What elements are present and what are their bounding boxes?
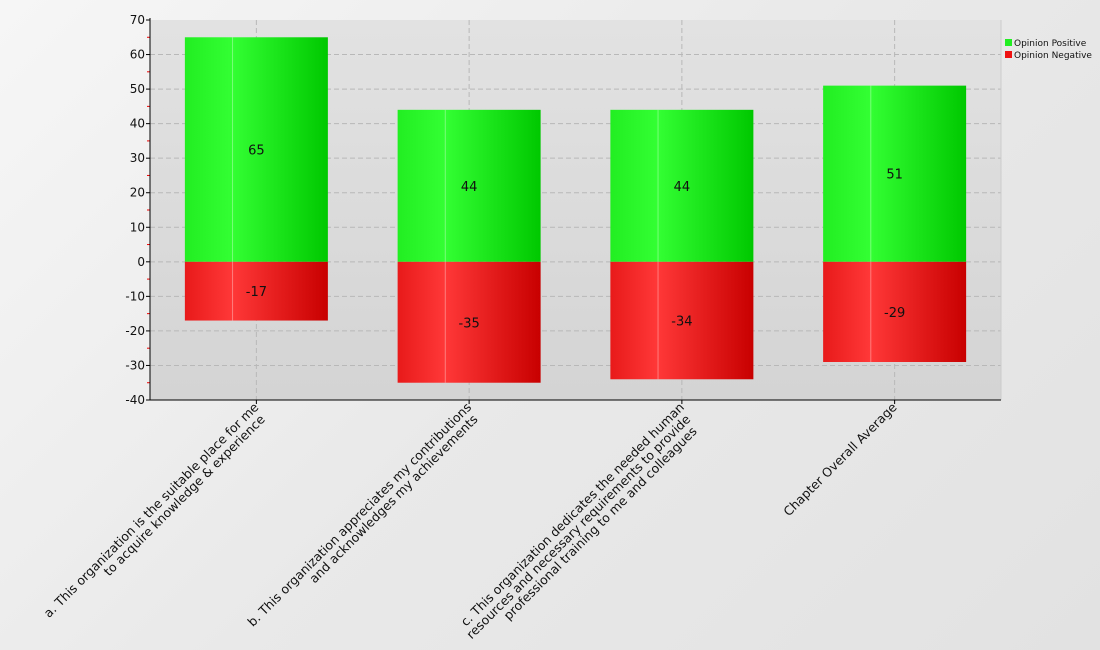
data-label: 44 — [461, 180, 478, 195]
data-label: 44 — [674, 180, 691, 195]
bar-negative — [397, 261, 541, 383]
legend-label: Opinion Negative — [1014, 51, 1092, 61]
y-tick-label: 60 — [130, 48, 145, 62]
y-tick-label: 30 — [130, 151, 145, 165]
bar-negative — [610, 261, 754, 380]
y-tick-label: 20 — [130, 186, 145, 200]
y-tick-label: -20 — [125, 324, 145, 338]
data-label: -34 — [671, 315, 692, 330]
data-label: -35 — [459, 316, 480, 331]
legend: Opinion Positive Opinion Negative — [1005, 39, 1092, 61]
x-tick-label-line: b. This organization appreciates my cont… — [244, 400, 474, 630]
bar-negative — [823, 261, 967, 362]
x-tick-label: a. This organization is the suitable pla… — [41, 399, 271, 629]
x-tick-label-line: Chapter Overall Average — [780, 399, 900, 519]
x-tick-label: b. This organization appreciates my cont… — [244, 400, 483, 639]
data-label: -29 — [884, 306, 905, 321]
y-tick-label: 70 — [130, 13, 145, 27]
legend-label: Opinion Positive — [1014, 39, 1087, 49]
data-label: 65 — [248, 144, 265, 159]
x-tick-label: c. This organization dedicates the neede… — [454, 400, 705, 650]
x-tick-label-line: a. This organization is the suitable pla… — [41, 399, 262, 620]
x-tick-label-line: professional training to me and colleagu… — [500, 424, 699, 623]
y-tick-label: 0 — [137, 255, 145, 269]
y-tick-label: -40 — [125, 393, 145, 407]
y-tick-label: 50 — [130, 82, 145, 96]
y-tick-label: 40 — [130, 117, 145, 131]
data-label: 51 — [886, 168, 903, 183]
x-tick-label: Chapter Overall Average — [780, 399, 900, 519]
y-tick-label: 10 — [130, 220, 145, 234]
x-tick-label-line: c. This organization dedicates the neede… — [457, 400, 687, 630]
x-tick-label-line: to acquire knowledge & experience — [101, 411, 269, 579]
y-tick-label: -10 — [125, 289, 145, 303]
legend-swatch — [1005, 51, 1012, 58]
x-tick-label-line: resources and necessary requirements to … — [463, 411, 693, 641]
legend-swatch — [1005, 39, 1012, 46]
bar-positive — [610, 109, 754, 262]
y-tick-label: -30 — [125, 358, 145, 372]
bar-positive — [184, 37, 328, 262]
x-tick-label-line: and acknowledges my achievements — [306, 412, 480, 586]
bar-positive — [823, 85, 967, 262]
bar-positive — [397, 109, 541, 262]
data-label: -17 — [246, 285, 267, 300]
bars: 65 -17 44 -35 44 -34 51 -29 — [184, 37, 967, 383]
bar-negative — [184, 261, 328, 321]
